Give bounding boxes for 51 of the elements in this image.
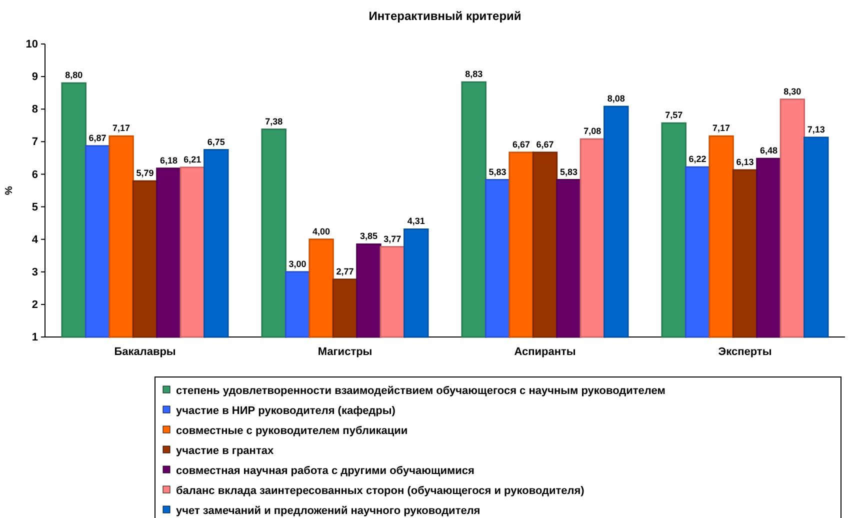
legend-label: степень удовлетворенности взаимодействием обучающегося с научным руководителем [176,385,666,397]
data-label: 7,13 [807,124,825,134]
data-label: 8,80 [65,70,83,80]
data-label: 2,77 [336,266,354,276]
y-tick-label: 2 [32,298,38,311]
data-label: 6,13 [736,156,754,167]
data-label: 6,22 [688,154,706,164]
legend-label: баланс вклада заинтересованных сторон (обучающегося и руководителя) [176,485,585,497]
data-label: 6,48 [760,146,778,156]
chart-title: Интерактивный критерий [368,9,522,23]
y-tick-label: 1 [32,332,38,344]
data-label: 5,79 [136,168,154,178]
data-label: 7,38 [265,116,283,126]
data-label: 3,77 [384,234,402,244]
legend-label: участие в грантах [176,445,274,457]
data-label: 8,30 [784,86,802,96]
x-tick-label: Магистры [318,346,372,358]
y-axis-title: % [4,186,15,195]
data-label: 3,00 [288,258,306,269]
data-label: 5,83 [488,166,506,177]
y-tick-label: 10 [26,38,38,51]
data-label: 6,87 [88,132,106,143]
data-label: 8,83 [465,69,483,80]
legend-label: учет замечаний и предложений научного руководителя [176,505,480,517]
x-tick-label: Эксперты [718,346,772,358]
y-tick-label: 3 [32,266,38,278]
y-tick-label: 8 [32,104,38,116]
data-label: 4,00 [312,226,330,236]
data-label: 3,85 [360,231,378,242]
data-label: 6,75 [207,136,225,147]
y-tick-label: 9 [32,71,38,84]
data-label: 8,08 [607,94,625,104]
data-label: 7,17 [112,123,130,134]
data-label: 6,67 [512,139,530,150]
y-tick-label: 7 [32,136,38,148]
y-tick-label: 6 [32,168,38,181]
x-tick-label: Аспиранты [514,346,576,358]
data-label: 6,18 [160,155,178,166]
data-label: 4,31 [407,216,425,226]
data-label: 6,67 [536,139,554,150]
legend-label: участие в НИР руководителя (кафедры) [176,405,396,417]
data-label: 7,17 [712,123,730,134]
y-tick-label: 5 [32,201,38,214]
y-tick-label: 4 [32,234,39,246]
data-label: 7,57 [665,110,683,120]
data-label: 6,21 [184,154,202,164]
legend-label: совместные с руководителем публикации [176,425,408,437]
x-tick-label: Бакалавры [114,346,176,358]
data-label: 5,83 [560,166,578,177]
data-label: 7,08 [584,126,602,136]
legend-label: совместная научная работа с другими обучающимися [176,465,474,477]
